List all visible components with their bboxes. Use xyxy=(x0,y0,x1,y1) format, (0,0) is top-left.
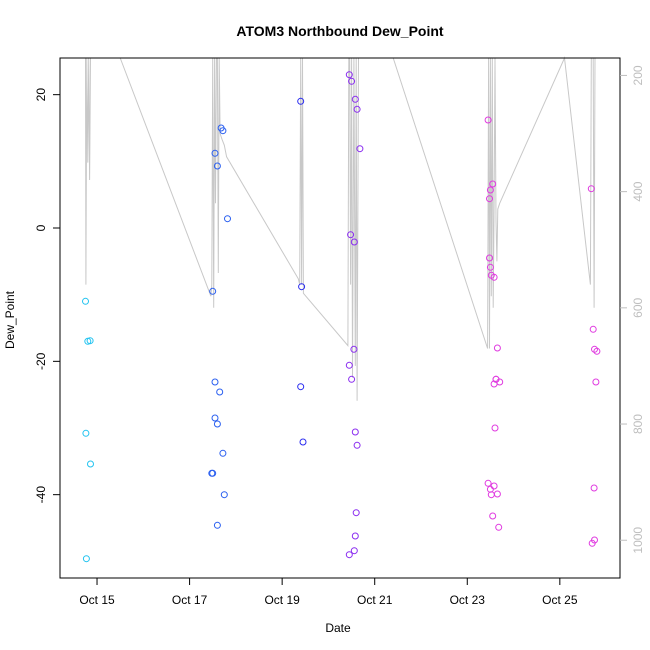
data-point xyxy=(347,231,355,239)
x-tick-label: Oct 17 xyxy=(172,593,208,607)
data-point xyxy=(86,337,94,345)
right-y-tick-label: 400 xyxy=(631,181,645,201)
chart-title: ATOM3 Northbound Dew_Point xyxy=(236,23,443,39)
data-point xyxy=(297,97,305,105)
data-point xyxy=(213,162,221,170)
data-point xyxy=(587,185,595,193)
right-y-tick-label: 800 xyxy=(631,414,645,434)
x-tick-label: Oct 15 xyxy=(79,593,115,607)
data-point xyxy=(486,195,493,203)
x-tick-label: Oct 19 xyxy=(264,593,300,607)
data-point xyxy=(484,116,492,124)
y-tick-label: -40 xyxy=(34,486,48,504)
data-point xyxy=(350,547,358,555)
y-tick-label: 0 xyxy=(34,224,48,231)
data-point xyxy=(591,536,598,544)
data-point xyxy=(590,484,598,492)
data-point xyxy=(345,551,353,559)
y-tick-label: -20 xyxy=(34,352,48,370)
data-point xyxy=(350,345,358,353)
data-point xyxy=(353,441,361,449)
y-tick-label: 20 xyxy=(34,88,48,102)
data-point xyxy=(211,378,219,386)
x-tick-label: Oct 21 xyxy=(357,593,393,607)
data-point xyxy=(351,95,359,103)
data-point xyxy=(490,482,498,490)
data-point xyxy=(82,555,90,563)
right-y-tick-label: 600 xyxy=(631,298,645,318)
data-point xyxy=(356,145,364,153)
axes-layer: Oct 15 Oct 17 Oct 19 Oct 21 Oct 23 Oct 25 -40 -… xyxy=(34,57,645,607)
data-point xyxy=(211,149,219,157)
data-point xyxy=(87,460,94,468)
x-axis-label: Date xyxy=(325,621,351,635)
data-point xyxy=(490,273,498,281)
data-point xyxy=(351,532,359,540)
data-point xyxy=(213,420,221,428)
data-point xyxy=(345,361,353,369)
data-point xyxy=(82,297,89,305)
data-point xyxy=(350,238,358,246)
y-axis-label: Dew_Point xyxy=(3,290,17,349)
right-y-tick-label: 200 xyxy=(631,65,645,85)
data-point xyxy=(220,491,228,499)
data-point xyxy=(487,491,495,499)
data-point xyxy=(486,186,494,194)
data-point xyxy=(345,71,353,79)
data-point xyxy=(224,215,231,223)
data-point xyxy=(484,479,492,487)
data-point xyxy=(486,254,493,262)
data-point xyxy=(351,428,359,436)
data-point xyxy=(352,509,360,517)
data-point xyxy=(298,283,306,291)
right-y-tick-label: 1000 xyxy=(631,527,645,554)
data-point xyxy=(219,127,227,135)
data-point xyxy=(496,378,504,386)
data-point xyxy=(495,523,503,531)
x-tick-label: Oct 23 xyxy=(450,593,486,607)
data-point xyxy=(489,512,497,520)
data-point xyxy=(216,388,224,396)
data-point xyxy=(489,180,497,188)
data-point xyxy=(348,375,356,383)
data-point xyxy=(348,77,356,85)
data-point xyxy=(486,263,494,271)
data-point xyxy=(211,414,219,422)
data-point xyxy=(297,383,305,391)
data-point xyxy=(82,429,90,437)
data-point xyxy=(491,424,499,432)
data-point xyxy=(592,378,600,386)
data-point xyxy=(353,105,361,113)
data-point xyxy=(208,469,216,477)
data-point xyxy=(213,521,221,529)
data-point xyxy=(209,287,217,295)
x-tick-label: Oct 25 xyxy=(542,593,578,607)
data-point xyxy=(219,449,227,457)
data-point xyxy=(589,325,597,333)
data-point xyxy=(593,347,601,355)
points-layer xyxy=(82,71,601,563)
data-point xyxy=(299,438,307,446)
data-point xyxy=(493,344,501,352)
